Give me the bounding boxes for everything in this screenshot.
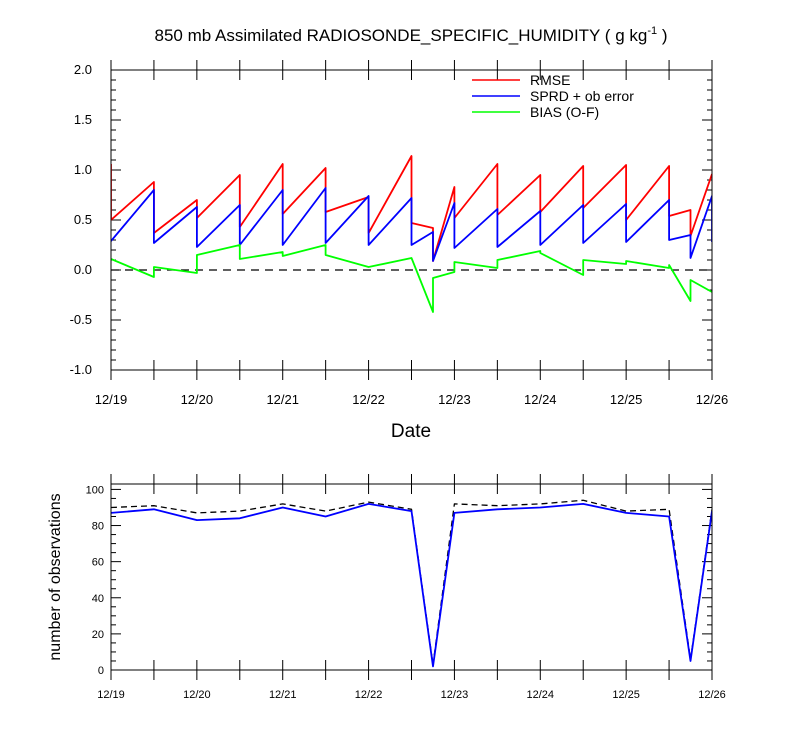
chart-title-main: 850 mb Assimilated RADIOSONDE_SPECIFIC_H… — [155, 26, 648, 45]
x-tick-label: 12/19 — [97, 689, 125, 701]
top-panel: -1.0 -0.5 0.0 0.5 1.0 1.5 2.0 12/19 12/20 12/21 12… — [70, 60, 729, 442]
chart-title-end: ) — [657, 26, 667, 45]
x-tick-label: 12/20 — [183, 689, 211, 701]
bottom-axis-labels: 0 20 40 60 80 100 12/19 12/20 12/21 12/22 12/23 12/… — [86, 484, 726, 701]
y-tick-label: 60 — [92, 557, 104, 569]
x-tick-label: 12/25 — [610, 392, 643, 407]
top-series-group — [111, 155, 712, 313]
x-tick-label: 12/23 — [441, 689, 469, 701]
x-tick-label: 12/22 — [352, 392, 385, 407]
series-line-sprd-ob-error — [111, 187, 712, 262]
y-tick-label: 40 — [92, 593, 104, 605]
bottom-axis-ticks — [110, 474, 713, 680]
bottom-series-group — [111, 499, 712, 668]
x-tick-label: 12/24 — [524, 392, 557, 407]
y-tick-label: -1.0 — [70, 362, 92, 377]
x-tick-label: 12/22 — [355, 689, 383, 701]
bottom-plot-frame — [110, 483, 713, 671]
legend-label-bias: BIAS (O-F) — [530, 104, 599, 120]
top-x-axis-title: Date — [391, 421, 431, 442]
y-tick-label: 1.0 — [74, 162, 92, 177]
x-tick-label: 12/26 — [698, 689, 726, 701]
x-tick-label: 12/19 — [95, 392, 128, 407]
x-tick-label: 12/20 — [181, 392, 214, 407]
x-tick-label: 12/21 — [269, 689, 297, 701]
series-line-rmse — [111, 155, 712, 262]
y-tick-label: 1.5 — [74, 112, 92, 127]
y-tick-label: -0.5 — [70, 312, 92, 327]
y-tick-label: 0.5 — [74, 212, 92, 227]
bottom-panel: 0 20 40 60 80 100 12/19 12/20 12/21 12/22 12/23 12/… — [47, 474, 726, 701]
x-tick-label: 12/21 — [266, 392, 299, 407]
x-tick-label: 12/26 — [696, 392, 729, 407]
legend-label-rmse: RMSE — [530, 72, 570, 88]
legend-label-sprd: SPRD + ob error — [530, 88, 634, 104]
chart-title-superscript: -1 — [647, 25, 657, 37]
chart-title: 850 mb Assimilated RADIOSONDE_SPECIFIC_H… — [155, 25, 668, 45]
y-tick-label: 0.0 — [74, 262, 92, 277]
top-plot-frame — [110, 69, 713, 371]
legend: RMSE SPRD + ob error BIAS (O-F) — [472, 72, 634, 120]
y-tick-label: 100 — [86, 484, 104, 496]
series-line-observations-assimilated — [111, 503, 712, 668]
x-tick-label: 12/23 — [438, 392, 471, 407]
top-axis-labels: -1.0 -0.5 0.0 0.5 1.0 1.5 2.0 12/19 12/20 12/21 12… — [70, 62, 729, 407]
y-tick-label: 2.0 — [74, 62, 92, 77]
y-tick-label: 0 — [98, 665, 104, 677]
y-tick-label: 80 — [92, 521, 104, 533]
x-tick-label: 12/25 — [612, 689, 640, 701]
y-tick-label: 20 — [92, 629, 104, 641]
series-line-bias-o-f — [111, 244, 712, 313]
x-tick-label: 12/24 — [527, 689, 555, 701]
bottom-y-axis-title: number of observations — [47, 493, 64, 660]
